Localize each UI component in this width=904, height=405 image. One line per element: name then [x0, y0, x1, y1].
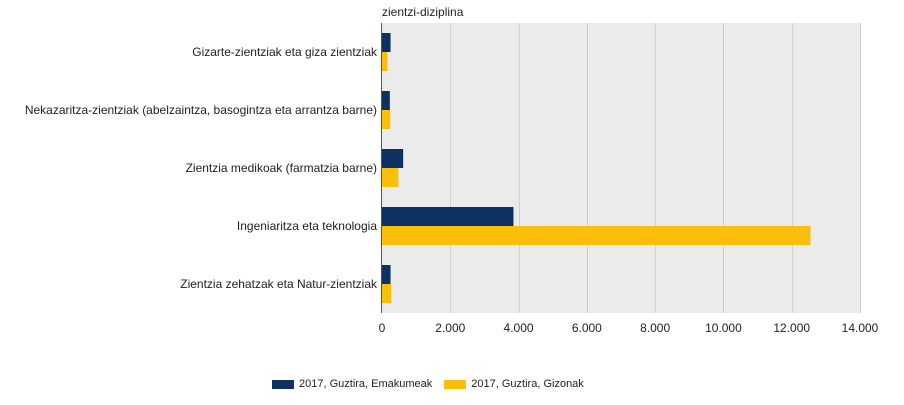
category-label: Nekazaritza-zientziak (abelzaintza, baso…	[25, 103, 377, 117]
x-tick-label: 0	[379, 321, 386, 335]
category-label: Zientzia medikoak (farmatzia barne)	[186, 161, 377, 175]
x-tick-label: 14.000	[842, 321, 879, 335]
legend-swatch-emakumeak	[272, 379, 294, 389]
bars	[382, 33, 811, 303]
x-tick-label: 4.000	[504, 321, 534, 335]
bar-emakumeak	[382, 265, 391, 284]
chart-title: zientzi-diziplina	[382, 5, 464, 19]
x-tick-label: 6.000	[572, 321, 602, 335]
bar-gizonak	[382, 168, 399, 187]
category-label: Ingeniaritza eta teknologia	[237, 219, 377, 233]
bar-emakumeak	[382, 91, 390, 110]
plot-area	[382, 23, 860, 313]
legend-item-gizonak: 2017, Guztira, Gizonak	[444, 378, 584, 390]
category-labels: Gizarte-zientziak eta giza zientziak Neka…	[25, 45, 378, 291]
category-label: Zientzia zehatzak eta Natur-zientziak	[180, 277, 378, 291]
bar-gizonak	[382, 110, 391, 129]
bar-gizonak	[382, 52, 388, 71]
legend-label-emakumeak: 2017, Guztira, Emakumeak	[299, 378, 433, 390]
legend-item-emakumeak: 2017, Guztira, Emakumeak	[272, 378, 432, 390]
bar-emakumeak	[382, 207, 514, 226]
legend: 2017, Guztira, Emakumeak 2017, Guztira, …	[272, 378, 596, 390]
bar-gizonak	[382, 284, 392, 303]
legend-label-gizonak: 2017, Guztira, Gizonak	[471, 378, 584, 390]
gridlines	[450, 23, 861, 313]
bar-emakumeak	[382, 33, 391, 52]
x-tick-label: 10.000	[705, 321, 742, 335]
x-tick-label: 12.000	[773, 321, 810, 335]
bar-gizonak	[382, 226, 811, 245]
x-tick-label: 8.000	[640, 321, 670, 335]
category-label: Gizarte-zientziak eta giza zientziak	[192, 45, 378, 59]
bar-emakumeak	[382, 149, 404, 168]
legend-swatch-gizonak	[444, 379, 467, 389]
x-axis-ticks: 0 2.000 4.000 6.000 8.000 10.000 12.000 14.000	[379, 321, 879, 335]
x-tick-label: 2.000	[435, 321, 465, 335]
